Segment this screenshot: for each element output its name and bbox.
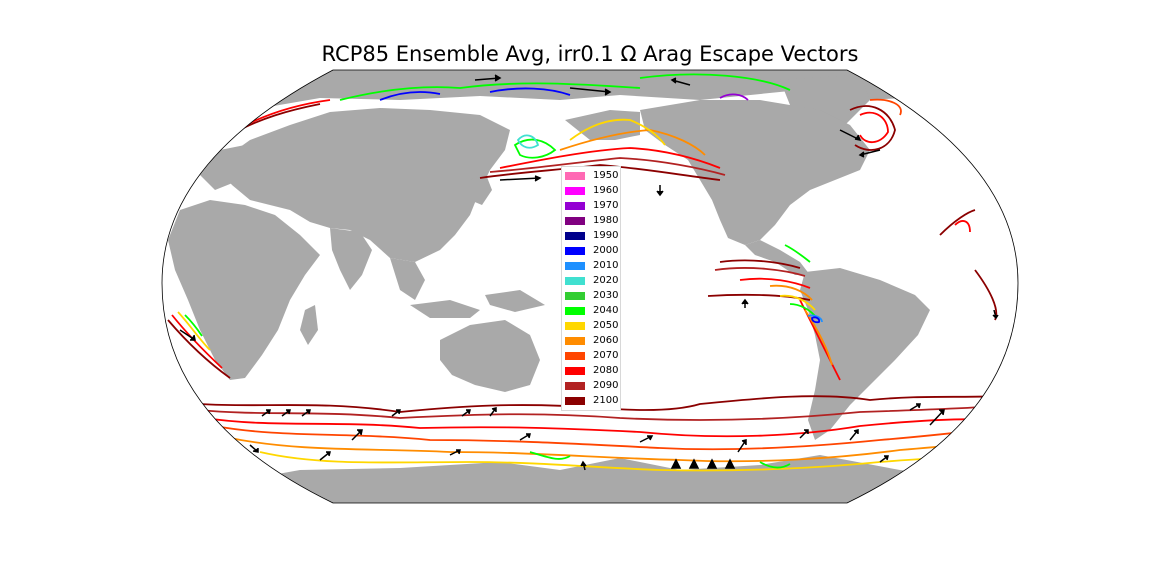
legend-swatch xyxy=(565,216,585,225)
legend-swatch xyxy=(565,321,585,330)
legend-label: 2060 xyxy=(593,335,619,346)
contour-2080-south xyxy=(204,417,1001,438)
legend-item: 2100 xyxy=(562,393,620,408)
contour-2040-arctic xyxy=(339,73,791,101)
legend-item: 2070 xyxy=(562,348,620,363)
contour-2020-npac xyxy=(516,134,540,149)
legend: 1950 1960 1970 1980 1990 2000 2010 2020 … xyxy=(561,166,621,411)
legend-swatch xyxy=(565,396,585,405)
legend-item: 2020 xyxy=(562,273,620,288)
contour-2100-npac xyxy=(479,164,721,181)
contour-2090-npac xyxy=(489,157,726,176)
contour-2080-epac xyxy=(739,277,841,381)
legend-swatch xyxy=(565,186,585,195)
legend-item: 2090 xyxy=(562,378,620,393)
legend-label: 2020 xyxy=(593,275,619,286)
legend-swatch xyxy=(565,261,585,270)
legend-item: 2040 xyxy=(562,303,620,318)
legend-item: 1990 xyxy=(562,228,620,243)
contour-2100-benguela xyxy=(167,319,231,379)
legend-item: 1980 xyxy=(562,213,620,228)
legend-swatch xyxy=(565,201,585,210)
contour-1970-arctic xyxy=(719,93,749,101)
contour-2040-south xyxy=(529,451,791,469)
contour-2100-south xyxy=(199,395,1001,413)
contour-2000-epac xyxy=(811,316,821,324)
legend-label: 2040 xyxy=(593,305,619,316)
legend-swatch xyxy=(565,306,585,315)
contour-2090-south xyxy=(199,405,1001,421)
legend-label: 1950 xyxy=(593,170,619,181)
legend-label: 2100 xyxy=(593,395,619,406)
escape-vectors xyxy=(179,74,999,471)
legend-label: 1990 xyxy=(593,230,619,241)
legend-swatch xyxy=(565,366,585,375)
legend-item: 1950 xyxy=(562,168,620,183)
legend-item: 2080 xyxy=(562,363,620,378)
contour-2040-epac xyxy=(784,244,816,317)
contour-2080-natl xyxy=(859,111,889,144)
contour-2080-satl xyxy=(954,220,971,233)
legend-swatch xyxy=(565,276,585,285)
legend-item: 2030 xyxy=(562,288,620,303)
contour-2070-natl xyxy=(869,98,902,116)
contour-2040-npac xyxy=(513,138,557,159)
contour-2060-epac xyxy=(769,284,833,366)
contour-2040-benguela xyxy=(184,314,203,337)
map-outline xyxy=(161,69,1019,504)
map-title: RCP85 Ensemble Avg, irr0.1 Ω Arag Escape… xyxy=(321,42,859,66)
legend-swatch xyxy=(565,336,585,345)
legend-item: 2000 xyxy=(562,243,620,258)
legend-swatch xyxy=(565,291,585,300)
contour-2050-npac xyxy=(569,118,666,146)
legend-item: 2010 xyxy=(562,258,620,273)
legend-label: 2030 xyxy=(593,290,619,301)
contour-2080-npac xyxy=(499,147,721,169)
contour-2060-south xyxy=(229,437,1001,463)
legend-swatch xyxy=(565,246,585,255)
contour-2050-benguela xyxy=(177,311,211,351)
legend-label: 2000 xyxy=(593,245,619,256)
legend-label: 2010 xyxy=(593,260,619,271)
legend-label: 2080 xyxy=(593,365,619,376)
legend-swatch xyxy=(565,231,585,240)
legend-swatch xyxy=(565,351,585,360)
legend-label: 1980 xyxy=(593,215,619,226)
legend-item: 2060 xyxy=(562,333,620,348)
contour-2070-south xyxy=(214,425,1001,451)
legend-swatch xyxy=(565,171,585,180)
legend-label: 2070 xyxy=(593,350,619,361)
contour-2080-benguela xyxy=(171,314,223,369)
legend-item: 1970 xyxy=(562,198,620,213)
contour-2090-epac xyxy=(714,267,806,277)
contour-2010-epac xyxy=(807,314,823,323)
legend-item: 1960 xyxy=(562,183,620,198)
legend-label: 2090 xyxy=(593,380,619,391)
legend-item: 2050 xyxy=(562,318,620,333)
contour-2050-epac xyxy=(779,294,816,311)
contour-2100-natl xyxy=(849,105,896,151)
legend-label: 2050 xyxy=(593,320,619,331)
legend-swatch xyxy=(565,381,585,390)
contour-2050-south xyxy=(259,451,991,472)
legend-label: 1970 xyxy=(593,200,619,211)
legend-label: 1960 xyxy=(593,185,619,196)
contour-lines xyxy=(167,73,1001,472)
contour-2000-arctic xyxy=(379,87,571,101)
